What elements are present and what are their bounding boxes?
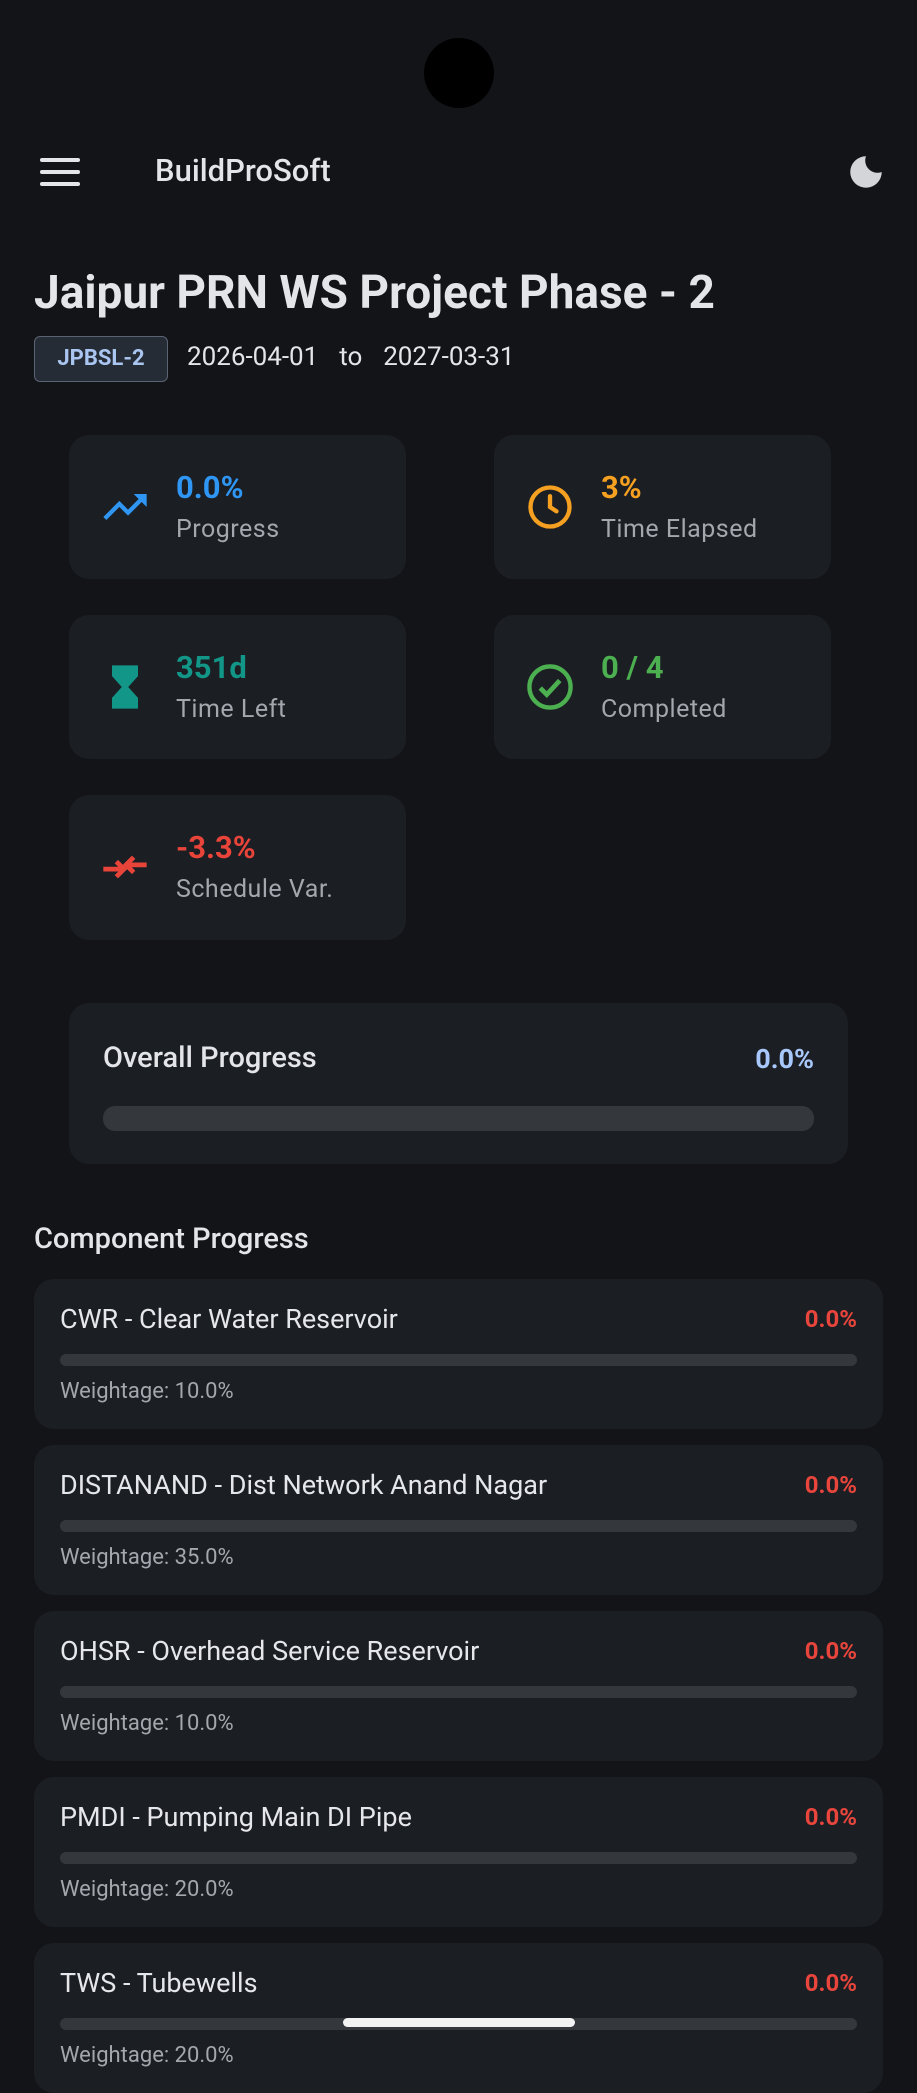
- stat-label: Time Left: [176, 695, 287, 724]
- theme-toggle[interactable]: [845, 151, 887, 193]
- compare-icon: [103, 855, 147, 879]
- menu-button[interactable]: [40, 157, 80, 187]
- screen: BuildProSoft Jaipur PRN WS Project Phase…: [34, 38, 887, 2093]
- stat-card: 0.0% Progress: [69, 435, 406, 579]
- component-percent: 0.0%: [804, 1305, 857, 1333]
- component-percent: 0.0%: [804, 1471, 857, 1499]
- stat-value: 0.0%: [176, 469, 244, 506]
- component-weightage: Weightage: 10.0%: [60, 1711, 234, 1736]
- stat-card: -3.3% Schedule Var.: [69, 795, 406, 940]
- trend-icon: [103, 494, 147, 520]
- stat-value: 0 / 4: [601, 649, 664, 686]
- stat-card: 0 / 4 Completed: [494, 615, 831, 759]
- clock-icon: [528, 485, 572, 529]
- stat-value: -3.3%: [176, 829, 256, 866]
- date-separator: to: [339, 342, 363, 372]
- component-card: PMDI - Pumping Main DI Pipe 0.0% Weightage…: [34, 1777, 883, 1927]
- component-percent: 0.0%: [804, 1637, 857, 1665]
- stat-value: 351d: [176, 649, 247, 686]
- stat-label: Progress: [176, 515, 280, 544]
- overall-label: Overall Progress: [103, 1041, 317, 1075]
- component-progress-bar: [60, 1686, 857, 1698]
- component-name: OHSR - Overhead Service Reservoir: [60, 1635, 480, 1667]
- start-date: 2026-04-01: [187, 342, 319, 372]
- overall-progress-bar: [103, 1106, 814, 1131]
- stat-label: Schedule Var.: [176, 875, 334, 904]
- home-indicator: [343, 2018, 575, 2027]
- overall-value: 0.0%: [755, 1043, 814, 1075]
- component-name: DISTANAND - Dist Network Anand Nagar: [60, 1469, 548, 1501]
- component-name: TWS - Tubewells: [60, 1967, 258, 1999]
- component-progress-bar: [60, 1852, 857, 1864]
- component-card: DISTANAND - Dist Network Anand Nagar 0.0%…: [34, 1445, 883, 1595]
- project-title: Jaipur PRN WS Project Phase - 2: [34, 266, 715, 320]
- stat-card: 3% Time Elapsed: [494, 435, 831, 579]
- project-code: JPBSL-2: [34, 336, 168, 382]
- component-weightage: Weightage: 35.0%: [60, 1545, 234, 1570]
- component-weightage: Weightage: 10.0%: [60, 1379, 234, 1404]
- end-date: 2027-03-31: [383, 342, 515, 372]
- component-name: PMDI - Pumping Main DI Pipe: [60, 1801, 412, 1833]
- component-progress-bar: [60, 1354, 857, 1366]
- camera: [424, 38, 494, 108]
- hourglass-icon: [112, 665, 138, 709]
- component-percent: 0.0%: [804, 1803, 857, 1831]
- stat-card: 351d Time Left: [69, 615, 406, 759]
- component-progress-bar: [60, 1520, 857, 1532]
- component-percent: 0.0%: [804, 1969, 857, 1997]
- component-name: CWR - Clear Water Reservoir: [60, 1303, 398, 1335]
- component-weightage: Weightage: 20.0%: [60, 1877, 234, 1902]
- component-card: CWR - Clear Water Reservoir 0.0% Weightage…: [34, 1279, 883, 1429]
- check-icon: [527, 664, 573, 710]
- stat-label: Time Elapsed: [601, 515, 758, 544]
- overall-card: Overall Progress 0.0%: [69, 1003, 848, 1164]
- component-card: OHSR - Overhead Service Reservoir 0.0% Wei…: [34, 1611, 883, 1761]
- app-name: BuildProSoft: [155, 152, 331, 189]
- section-title: Component Progress: [34, 1222, 309, 1256]
- stat-label: Completed: [601, 695, 727, 724]
- stat-value: 3%: [601, 469, 642, 506]
- date-range: 2026-04-01 to 2027-03-31: [187, 342, 514, 372]
- component-weightage: Weightage: 20.0%: [60, 2043, 234, 2068]
